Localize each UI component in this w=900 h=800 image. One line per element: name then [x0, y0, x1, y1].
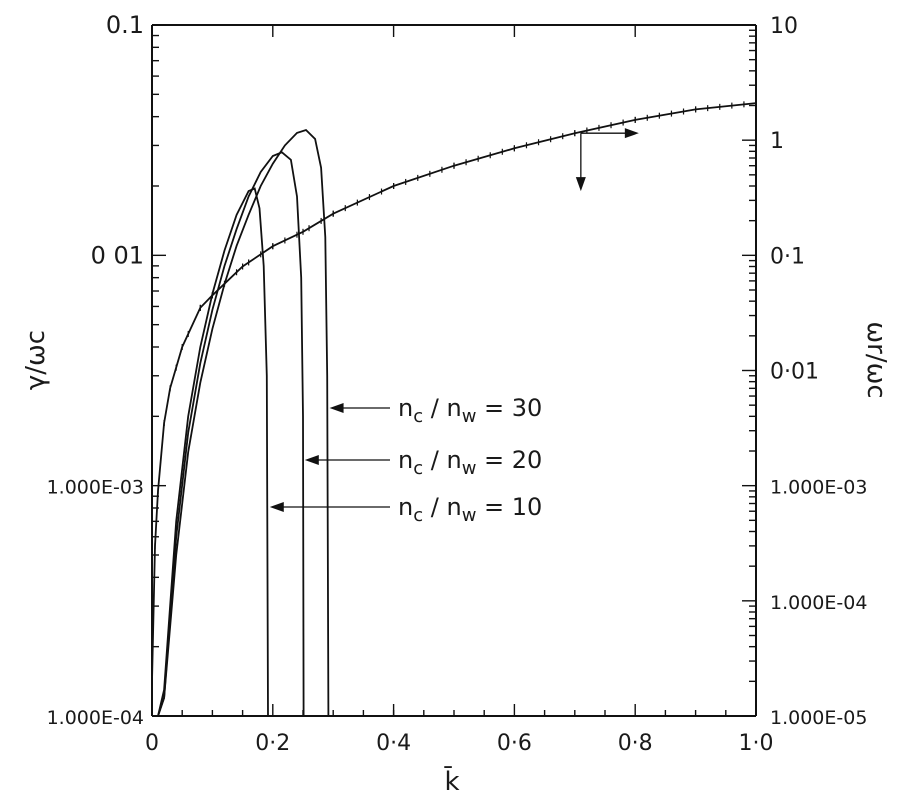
- x-tick-label: 0·2: [255, 731, 290, 756]
- pointer-arrowhead-right: [624, 128, 639, 139]
- axis-ticks: [151, 24, 757, 717]
- x-tick-label: 0·6: [497, 731, 532, 756]
- right-axis-pointer: [575, 128, 639, 192]
- x-tick-label: 0: [145, 731, 159, 756]
- chart-series: [151, 100, 757, 717]
- y-right-tick-label: 0·1: [770, 244, 805, 269]
- y-left-tick-label: 1.000E-04: [47, 707, 144, 729]
- annotation-label-3: nc / nw = 10: [269, 493, 542, 526]
- y-left-tick-label: 0 01: [91, 241, 144, 269]
- y-left-tick-label: 0.1: [106, 11, 144, 39]
- annotation-label-2: nc / nw = 20: [304, 446, 542, 479]
- y-axis-label-left: γ/ωc: [21, 330, 51, 390]
- pointer-arrowhead-down: [575, 177, 586, 192]
- annotation-text: nc / nw = 20: [398, 446, 542, 479]
- axis-tick-labels: 0 0·2 0·4 0·6 0·8 1·0 0.1 0 01 1.000E-03 1.000E-0…: [47, 11, 868, 756]
- series-line-4: [151, 102, 757, 682]
- plot-frame: [151, 24, 757, 717]
- x-tick-label: 1·0: [739, 731, 774, 756]
- y-axis-label-right: ωr/ωc: [861, 321, 891, 398]
- x-tick-label: 0·4: [376, 731, 411, 756]
- x-axis-label: k̄: [443, 765, 459, 797]
- annotation-text: nc / nw = 10: [398, 493, 542, 526]
- series-line-1: [157, 128, 330, 717]
- y-right-tick-label: 10: [770, 14, 798, 39]
- y-right-tick-label: 1.000E-04: [770, 592, 867, 614]
- y-right-tick-label: 1: [770, 129, 784, 154]
- y-left-tick-label: 1.000E-03: [47, 477, 144, 499]
- y-right-tick-label: 0·01: [770, 360, 819, 385]
- annotation-label-1: nc / nw = 30: [329, 394, 542, 427]
- series-line-3: [157, 187, 269, 717]
- y-right-tick-label: 1.000E-05: [770, 707, 867, 729]
- chart-annotations: nc / nw = 30 nc / nw = 20 nc / nw = 10: [269, 128, 639, 526]
- annotation-arrowhead: [329, 403, 344, 413]
- x-tick-label: 0·8: [618, 731, 653, 756]
- annotation-arrowhead: [304, 455, 319, 465]
- y-right-tick-label: 1.000E-03: [770, 477, 867, 499]
- annotation-arrowhead: [269, 502, 284, 512]
- series-line-2: [157, 151, 305, 717]
- annotation-text: nc / nw = 30: [398, 394, 542, 427]
